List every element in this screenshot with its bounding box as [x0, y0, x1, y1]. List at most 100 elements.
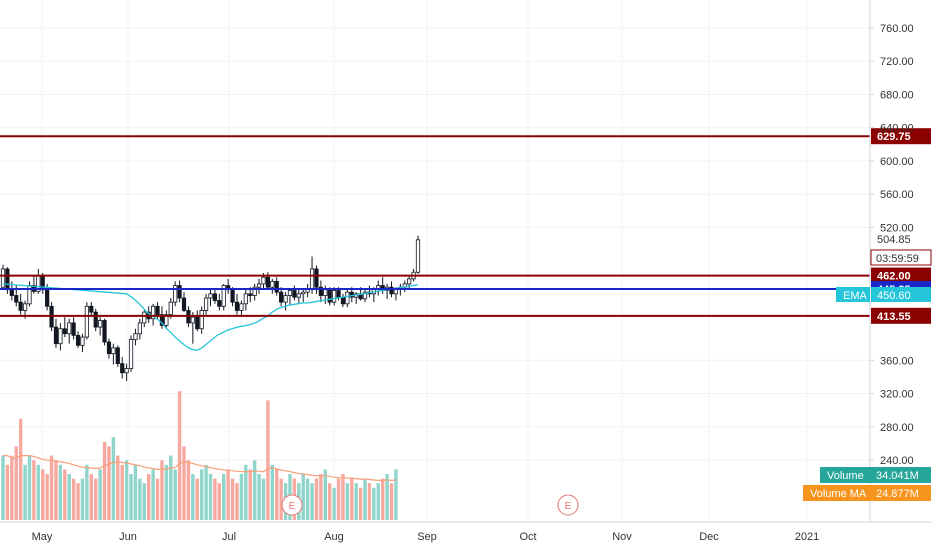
level-price-tag [871, 307, 931, 324]
countdown-text: 03:59:59 [876, 253, 919, 265]
candle[interactable] [415, 235, 421, 274]
earnings-marker-2[interactable]: E [557, 494, 579, 516]
volume-bar [261, 478, 266, 520]
ema-value: 450.60 [877, 290, 911, 302]
ema-tag[interactable]: EMA 450.60 [836, 287, 931, 302]
candle[interactable] [98, 317, 103, 336]
price-tick-label: 360.00 [880, 355, 914, 367]
ema-tag-label: EMA [843, 290, 868, 302]
candle[interactable] [234, 293, 240, 315]
price-tick-label: 520.00 [880, 222, 914, 234]
candle[interactable] [133, 328, 138, 346]
candle[interactable] [115, 345, 120, 367]
volume-bar [314, 478, 319, 520]
candle[interactable] [243, 289, 248, 311]
candle[interactable] [256, 278, 262, 294]
candle[interactable] [208, 289, 213, 307]
volume-bar [275, 469, 279, 520]
candle[interactable] [301, 288, 306, 303]
candle[interactable] [173, 281, 178, 307]
candle[interactable] [195, 310, 200, 332]
candle[interactable] [252, 283, 257, 301]
candle[interactable] [102, 318, 107, 346]
candle[interactable] [296, 289, 301, 304]
candle[interactable] [274, 277, 279, 296]
volume-bar [279, 478, 283, 520]
candle[interactable] [93, 308, 98, 332]
candle[interactable] [270, 278, 275, 294]
candle[interactable] [18, 293, 23, 315]
volume-bar [133, 464, 138, 520]
candle[interactable] [177, 280, 182, 303]
price-tick-label: 560.00 [880, 189, 914, 201]
level-line[interactable]: 462.00 [0, 267, 931, 284]
level-price-label: 629.75 [877, 131, 911, 143]
candle[interactable] [120, 356, 125, 379]
candle[interactable] [67, 318, 72, 344]
candle[interactable] [111, 343, 116, 365]
volume-bar [319, 474, 323, 520]
candle[interactable] [332, 287, 337, 306]
volume-bar [305, 478, 310, 520]
volume-bar [85, 464, 89, 520]
candle[interactable] [71, 317, 76, 340]
volume-bar [385, 474, 389, 520]
candle[interactable] [159, 306, 165, 329]
candle[interactable] [203, 293, 209, 315]
level-line[interactable]: 629.75 [0, 128, 931, 145]
volume-bar [1, 455, 5, 520]
candle[interactable] [362, 289, 368, 303]
candle[interactable] [199, 306, 204, 334]
time-tick-label: Sep [417, 531, 437, 543]
candle[interactable] [239, 300, 244, 318]
candle[interactable] [0, 264, 6, 289]
candle[interactable] [84, 302, 89, 340]
candle[interactable] [58, 322, 63, 351]
volume-bar [248, 469, 252, 520]
candle[interactable] [137, 318, 142, 340]
candle[interactable] [151, 303, 156, 326]
candle[interactable] [318, 280, 323, 303]
price-tick-label: 760.00 [880, 23, 914, 35]
volume-bar [120, 464, 124, 520]
candle[interactable] [279, 287, 284, 307]
volume-bar [394, 469, 398, 520]
volume-legend[interactable]: Volume 34.041M Volume MA 24.877M [803, 467, 931, 501]
volume-bar [94, 478, 98, 520]
price-tick-label: 240.00 [880, 455, 914, 467]
earnings-marker-label: E [565, 501, 572, 512]
candle[interactable] [181, 292, 187, 313]
candle[interactable] [106, 338, 112, 359]
candle[interactable] [164, 310, 169, 329]
candle[interactable] [80, 333, 85, 352]
candle[interactable] [128, 335, 134, 372]
candle[interactable] [212, 288, 218, 304]
earnings-marker-1[interactable]: E [281, 494, 303, 516]
candle[interactable] [345, 288, 350, 308]
candle[interactable] [221, 283, 226, 311]
price-tick-label: 600.00 [880, 156, 914, 168]
candle[interactable] [75, 331, 81, 348]
candle[interactable] [142, 310, 147, 328]
candle[interactable] [53, 318, 59, 348]
time-axis[interactable]: May Jun Jul Aug Sep Oct Nov Dec 2021 [0, 521, 932, 543]
level-line[interactable]: 413.55 [0, 307, 931, 324]
candle[interactable] [89, 302, 94, 318]
candle[interactable] [124, 363, 129, 382]
candle[interactable] [62, 317, 67, 338]
volume-bar [204, 464, 208, 520]
candle[interactable] [283, 292, 288, 311]
volume-bar [230, 478, 235, 520]
volume-bar [67, 474, 71, 520]
volume-bar [252, 460, 257, 520]
high-price-label: 504.85 [877, 234, 911, 246]
candle[interactable] [287, 288, 293, 306]
volume-bar [164, 464, 169, 520]
volume-bar [389, 483, 394, 520]
candle[interactable] [217, 293, 222, 311]
volume-bar [80, 478, 85, 520]
price-axis[interactable]: 760.00 720.00 680.00 640.00 600.00 560.00 520.… [869, 0, 914, 522]
candle[interactable] [190, 312, 195, 344]
